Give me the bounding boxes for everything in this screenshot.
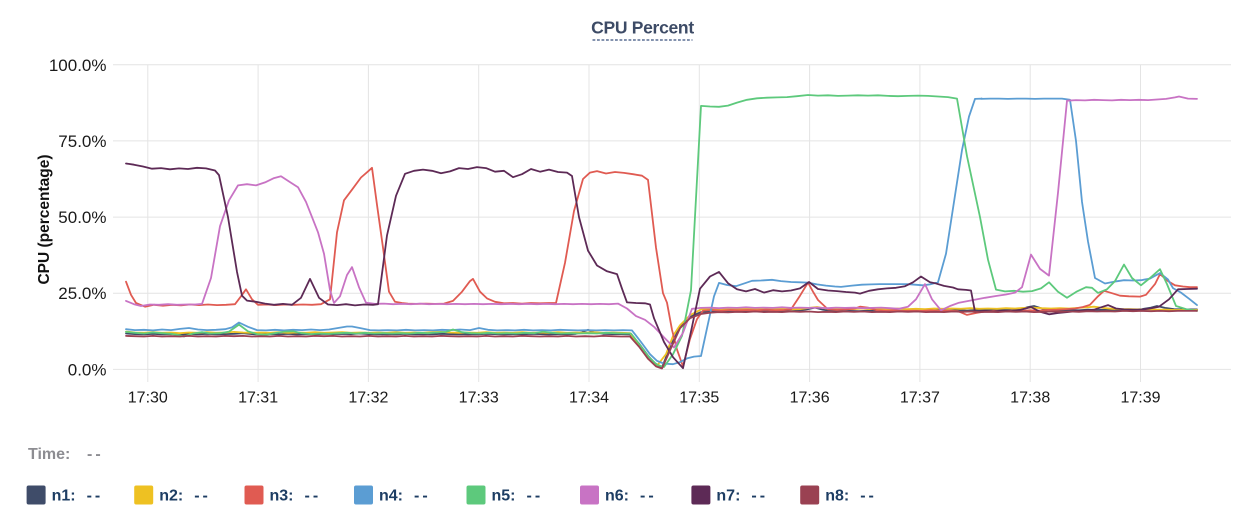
svg-text:--: -- (751, 488, 768, 505)
svg-text:Time:: Time: (28, 446, 70, 463)
svg-text:--: -- (194, 488, 211, 505)
svg-text:17:32: 17:32 (348, 390, 388, 407)
svg-text:17:36: 17:36 (790, 390, 830, 407)
svg-text:n8:: n8: (825, 488, 849, 505)
svg-text:100.0%: 100.0% (49, 56, 107, 75)
svg-text:25.0%: 25.0% (58, 284, 106, 303)
svg-text:17:38: 17:38 (1010, 390, 1050, 407)
svg-text:0.0%: 0.0% (68, 360, 107, 379)
svg-text:CPU Percent: CPU Percent (591, 18, 694, 38)
svg-text:n6:: n6: (605, 488, 629, 505)
svg-text:--: -- (640, 488, 657, 505)
svg-text:--: -- (414, 488, 431, 505)
svg-text:--: -- (527, 488, 544, 505)
svg-text:17:33: 17:33 (459, 390, 499, 407)
svg-text:--: -- (87, 446, 104, 463)
svg-text:n4:: n4: (379, 488, 403, 505)
svg-text:75.0%: 75.0% (58, 132, 106, 151)
svg-text:n5:: n5: (492, 488, 516, 505)
svg-text:50.0%: 50.0% (58, 208, 106, 227)
svg-text:CPU (percentage): CPU (percentage) (36, 154, 53, 284)
svg-text:--: -- (87, 488, 104, 505)
svg-text:n7:: n7: (716, 488, 740, 505)
svg-text:17:39: 17:39 (1120, 390, 1160, 407)
svg-text:--: -- (305, 488, 322, 505)
svg-text:17:35: 17:35 (679, 390, 719, 407)
svg-text:n3:: n3: (270, 488, 294, 505)
svg-text:17:31: 17:31 (238, 390, 278, 407)
svg-text:n2:: n2: (159, 488, 183, 505)
svg-text:17:37: 17:37 (900, 390, 940, 407)
svg-text:--: -- (860, 488, 877, 505)
svg-text:n1:: n1: (52, 488, 76, 505)
svg-text:17:30: 17:30 (128, 390, 168, 407)
svg-text:17:34: 17:34 (569, 390, 609, 407)
